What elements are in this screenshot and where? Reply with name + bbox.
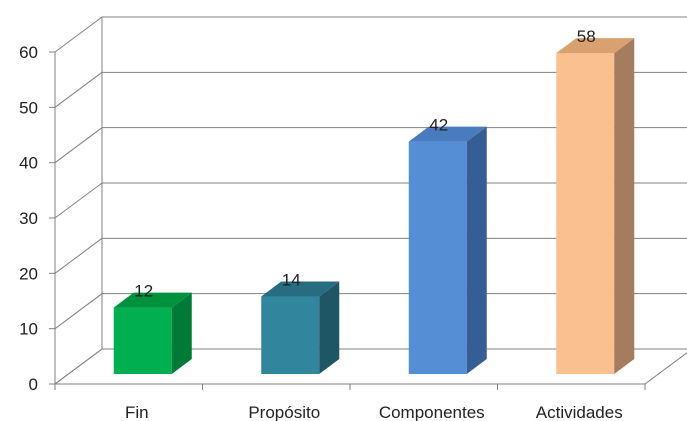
bar-side-2 bbox=[466, 126, 487, 374]
bar-front-3 bbox=[556, 53, 615, 375]
gridline-side-10 bbox=[54, 293, 103, 330]
gridline-side-50 bbox=[54, 71, 103, 108]
x-tick-label-1: Propósito bbox=[248, 403, 320, 421]
y-tick-label-10: 10 bbox=[19, 320, 38, 339]
chart-floor bbox=[53, 348, 687, 385]
data-label-0: 12 bbox=[134, 282, 153, 301]
y-tick-label-0: 0 bbox=[29, 375, 38, 394]
bar-side-3 bbox=[614, 38, 635, 375]
y-tick-label-60: 60 bbox=[19, 43, 38, 62]
y-tick-label-30: 30 bbox=[19, 209, 38, 228]
bar-top-2 bbox=[408, 126, 487, 142]
bar-top-1 bbox=[261, 281, 340, 297]
y-tick-label-50: 50 bbox=[19, 98, 38, 117]
bar-side-1 bbox=[319, 281, 340, 374]
bar-top-3 bbox=[556, 38, 635, 54]
gridline-side-40 bbox=[54, 127, 103, 164]
gridline-side-20 bbox=[54, 237, 103, 274]
gridline-side-30 bbox=[54, 182, 103, 219]
data-label-1: 14 bbox=[282, 271, 301, 290]
bar-front-2 bbox=[408, 141, 467, 374]
x-tick-label-0: Fin bbox=[125, 403, 149, 421]
x-tick-label-2: Componentes bbox=[379, 403, 485, 421]
data-label-3: 58 bbox=[577, 27, 596, 46]
bar-side-0 bbox=[171, 292, 192, 374]
y-tick-label-20: 20 bbox=[19, 264, 38, 283]
x-tick-label-3: Actividades bbox=[536, 403, 623, 421]
data-label-2: 42 bbox=[429, 116, 448, 135]
gridline-side-60 bbox=[54, 16, 103, 53]
bar-front-1 bbox=[261, 296, 320, 374]
bar-front-0 bbox=[113, 307, 172, 374]
y-tick-label-40: 40 bbox=[19, 154, 38, 173]
bar-top-0 bbox=[113, 292, 192, 308]
